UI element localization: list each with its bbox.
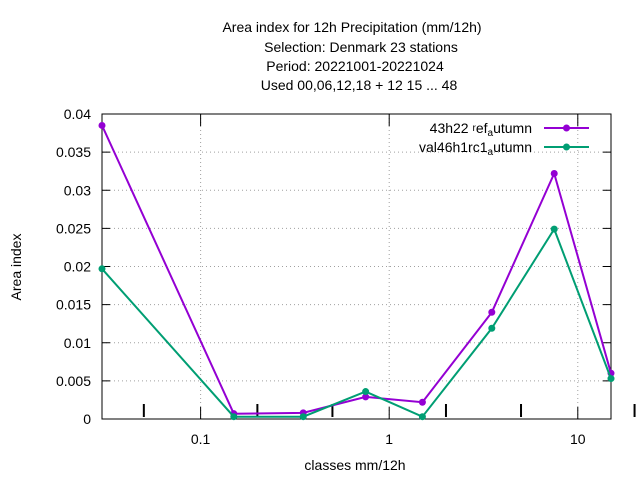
data-point xyxy=(299,413,307,421)
legend-marker xyxy=(563,143,570,151)
data-point xyxy=(230,413,238,421)
title-line-3: Period: 20221001-20221024 xyxy=(266,58,444,74)
legend-label: 43h22 refautumn xyxy=(430,120,532,139)
data-point xyxy=(488,324,496,332)
grid-lines xyxy=(102,114,611,419)
y-tick-label: 0.02 xyxy=(64,259,91,275)
data-point xyxy=(488,308,496,316)
data-point xyxy=(362,388,370,396)
y-tick-label: 0.015 xyxy=(56,297,91,313)
y-tick-label: 0.005 xyxy=(56,373,91,389)
y-tick-label: 0 xyxy=(83,411,91,427)
y-axis-label: Area index xyxy=(8,234,24,301)
data-point xyxy=(550,225,558,233)
series-lines xyxy=(98,121,615,421)
series-line xyxy=(101,226,612,418)
x-tick-labels: 0.1 1 10 xyxy=(191,431,586,447)
data-point xyxy=(362,393,370,401)
data-point xyxy=(418,413,426,421)
x-tick-label: 1 xyxy=(385,431,393,447)
legend-marker xyxy=(563,124,570,132)
y-tick-label: 0.035 xyxy=(56,144,91,160)
x-axis-label: classes mm/12h xyxy=(304,457,405,473)
legend-label-part: ef xyxy=(476,120,488,136)
x-tick-label: 0.1 xyxy=(191,431,211,447)
title-line-4: Used 00,06,12,18 + 12 15 ... 48 xyxy=(261,77,458,93)
legend-label-part: a xyxy=(488,147,494,158)
legend-label: val46h1rc1autumn xyxy=(419,139,532,158)
data-point xyxy=(418,398,426,406)
y-tick-labels: 0 0.005 0.01 0.015 0.02 0.025 0.03 0.035 0.04 xyxy=(56,106,91,427)
data-point xyxy=(98,265,106,273)
y-tick-label: 0.03 xyxy=(64,182,91,198)
data-point xyxy=(98,121,106,129)
x-tick-label: 10 xyxy=(570,431,586,447)
legend-label-part: utumn xyxy=(493,139,532,155)
series-line xyxy=(101,124,612,415)
legend-label-part: r xyxy=(472,123,476,134)
legend-label-part: 43h22 xyxy=(430,120,473,136)
data-point xyxy=(550,169,558,177)
legend-label-part: val46h1rc1 xyxy=(419,139,488,155)
title-line-1: Area index for 12h Precipitation (mm/12h… xyxy=(222,19,481,35)
legend-label-part: utumn xyxy=(493,120,532,136)
series-1 xyxy=(98,121,615,418)
y-tick-label: 0.01 xyxy=(64,335,91,351)
legend-label-part: a xyxy=(488,128,494,139)
y-tick-label: 0.025 xyxy=(56,220,91,236)
title-line-2: Selection: Denmark 23 stations xyxy=(264,39,458,55)
series-2 xyxy=(98,225,615,421)
y-tick-label: 0.04 xyxy=(64,106,91,122)
chart-title: Area index for 12h Precipitation (mm/12h… xyxy=(222,19,481,93)
data-point xyxy=(607,375,615,383)
